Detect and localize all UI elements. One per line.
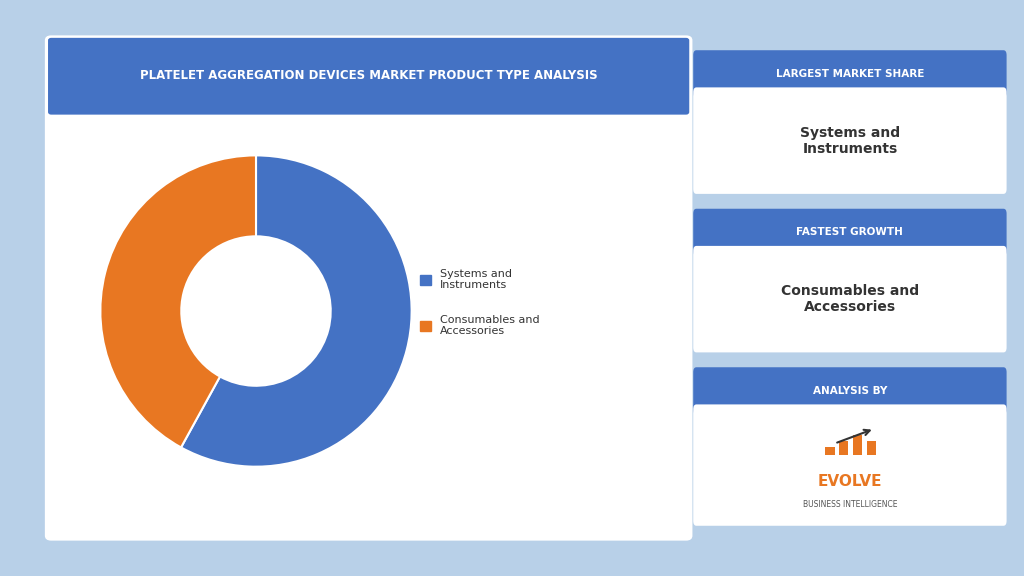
- FancyBboxPatch shape: [693, 50, 1007, 97]
- Bar: [866, 441, 877, 456]
- Text: EVOLVE: EVOLVE: [818, 474, 882, 489]
- Text: FASTEST GROWTH: FASTEST GROWTH: [797, 228, 903, 237]
- Text: Systems and
Instruments: Systems and Instruments: [800, 126, 900, 156]
- Text: ANALYSIS BY: ANALYSIS BY: [813, 386, 887, 396]
- FancyBboxPatch shape: [48, 38, 689, 115]
- FancyBboxPatch shape: [693, 246, 1007, 353]
- Bar: [825, 446, 835, 456]
- Wedge shape: [181, 156, 412, 467]
- Bar: [853, 435, 862, 456]
- FancyBboxPatch shape: [45, 35, 692, 541]
- Bar: [840, 441, 848, 456]
- Text: Consumables and
Accessories: Consumables and Accessories: [781, 284, 919, 314]
- FancyBboxPatch shape: [693, 367, 1007, 414]
- Wedge shape: [100, 156, 256, 448]
- Text: BUSINESS INTELLIGENCE: BUSINESS INTELLIGENCE: [803, 499, 897, 509]
- Text: PLATELET AGGREGATION DEVICES MARKET PRODUCT TYPE ANALYSIS: PLATELET AGGREGATION DEVICES MARKET PROD…: [140, 70, 597, 82]
- Text: LARGEST MARKET SHARE: LARGEST MARKET SHARE: [776, 69, 924, 79]
- FancyBboxPatch shape: [693, 404, 1007, 526]
- FancyBboxPatch shape: [693, 88, 1007, 194]
- Text: 58%: 58%: [245, 320, 292, 339]
- Legend: Systems and
Instruments, Consumables and
Accessories: Systems and Instruments, Consumables and…: [415, 264, 544, 340]
- FancyBboxPatch shape: [693, 209, 1007, 256]
